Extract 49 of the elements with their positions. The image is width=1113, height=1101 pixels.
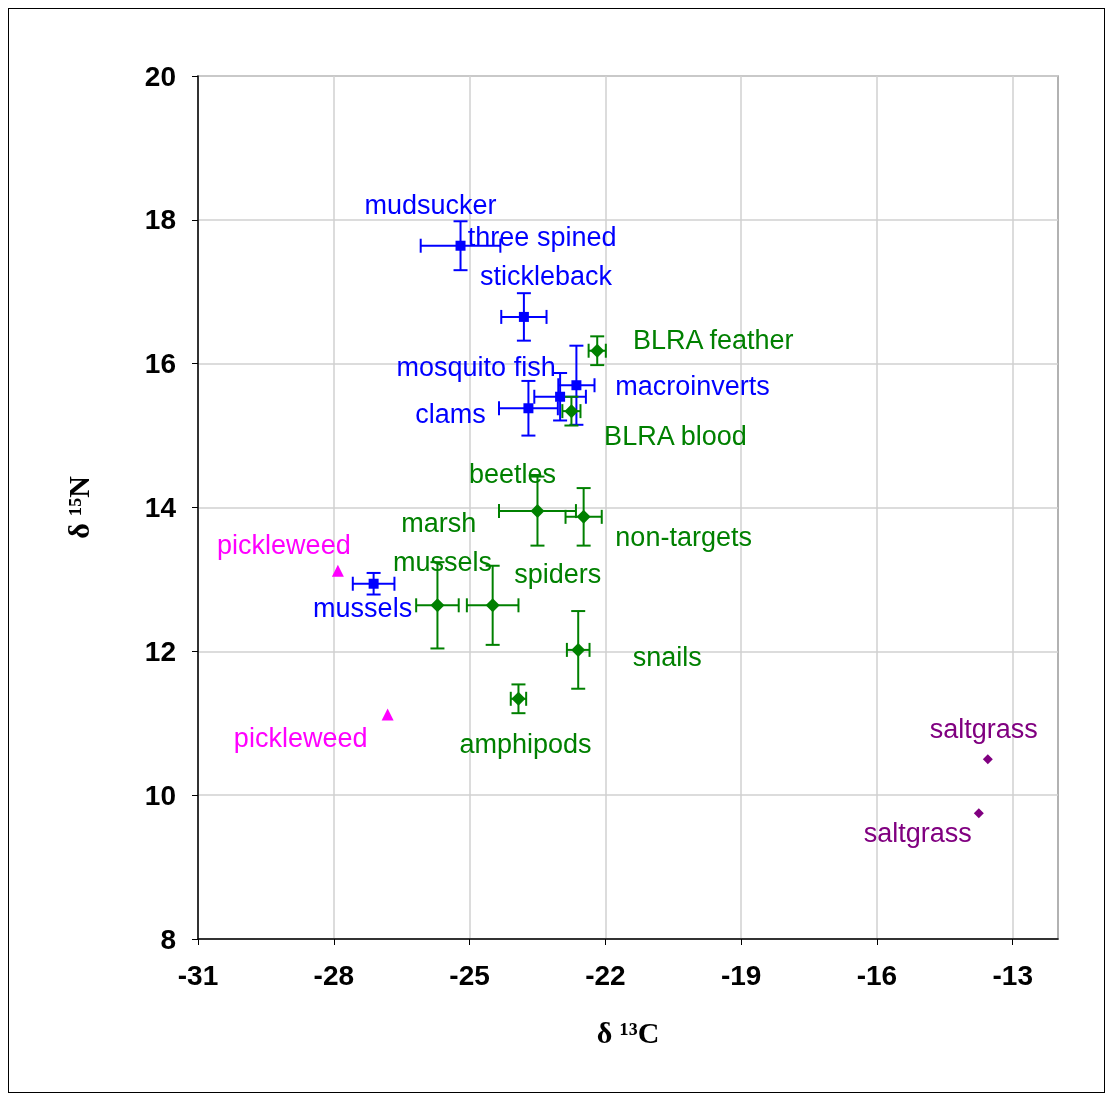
point [430,598,445,613]
y-tick-label: 10 [144,779,176,811]
point [368,578,379,589]
data-label: saltgrass [863,818,972,849]
data-label: mussels [313,592,413,623]
data-label: macroinverts [615,371,770,402]
point [982,754,993,765]
data-label: mosquito fish [396,351,556,382]
point [381,708,394,721]
y-tick-label: 12 [144,635,176,667]
point [973,808,984,819]
data-label: saltgrass [929,714,1038,745]
y-axis-title: δ ¹⁵N [61,475,95,539]
data-label: pickleweed [233,722,368,753]
point [523,403,534,414]
x-tick-label: -31 [177,959,219,991]
data-label: amphipods [459,728,592,759]
data-label: snails [632,641,702,672]
point [518,311,529,322]
data-label: beetles [468,459,557,490]
x-tick-label: -16 [856,959,898,991]
point [530,504,545,519]
point [331,564,344,577]
y-tick-label: 20 [144,60,176,92]
data-label: marsh mussels [392,507,492,577]
point [455,240,466,251]
x-tick-label: -28 [313,959,355,991]
point [485,598,500,613]
point [571,642,586,657]
point [555,391,566,402]
point [576,509,591,524]
x-tick-label: -19 [720,959,762,991]
data-label: three spined stickleback [467,222,624,292]
x-tick-label: -13 [992,959,1033,991]
point [571,380,582,391]
y-tick-label: 14 [144,492,177,523]
x-tick-label: -22 [585,959,626,991]
x-axis-title: δ ¹³C [596,1015,660,1049]
data-label: mudsucker [364,189,497,220]
data-label: clams [415,399,486,430]
data-label: BLRA feather [632,324,794,355]
y-tick-label: 18 [144,204,176,236]
y-tick-label: 8 [160,923,176,955]
y-tick-label: 16 [144,348,176,380]
x-tick-label: -25 [449,959,490,991]
data-label: non-targets [615,521,752,552]
data-label: spiders [514,559,602,590]
data-label: BLRA blood [604,421,747,452]
data-label: pickleweed [217,529,351,560]
